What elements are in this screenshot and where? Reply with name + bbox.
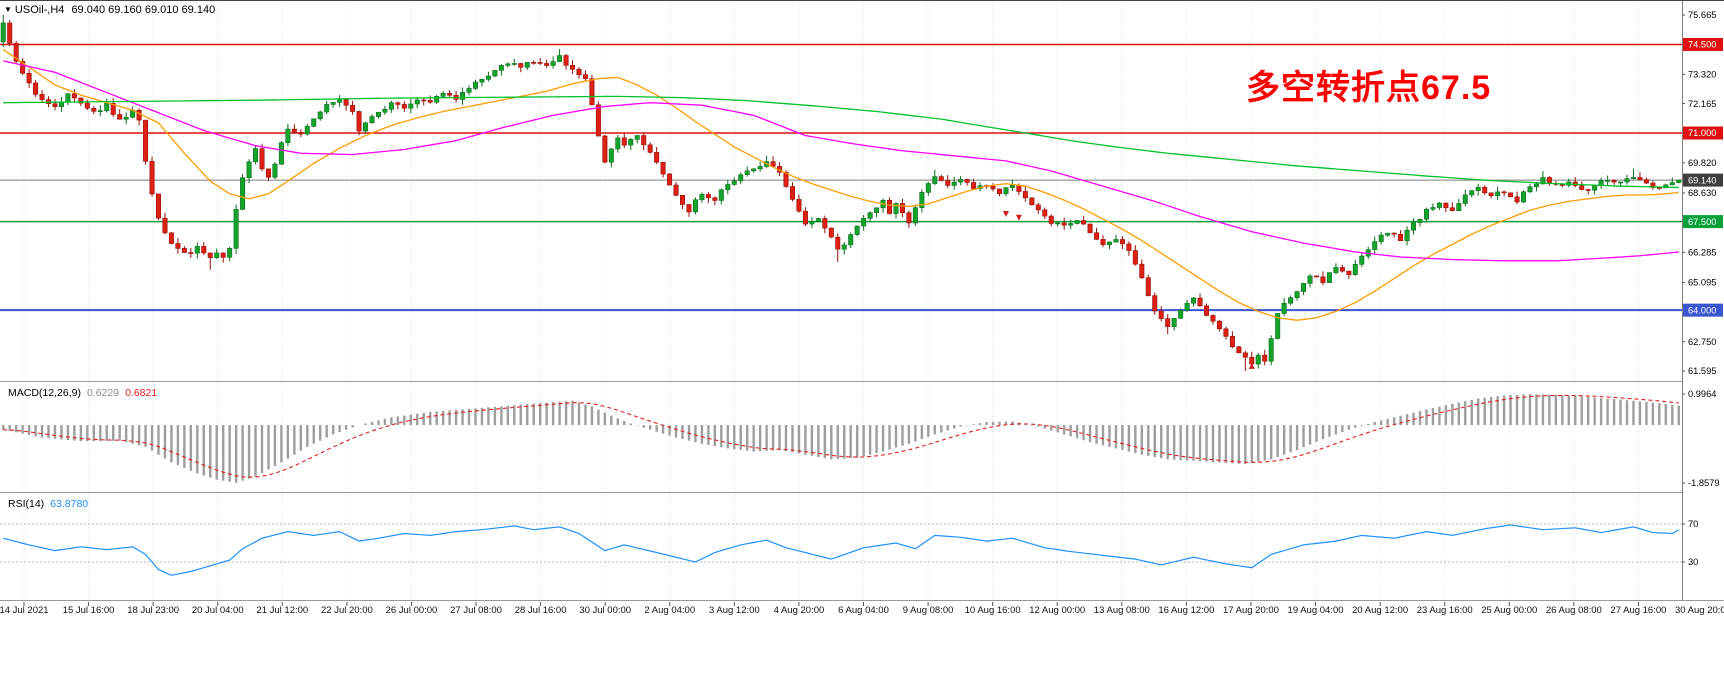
time-axis-label: 16 Aug 12:00 (1158, 605, 1214, 616)
time-axis-label: 20 Jul 04:00 (192, 605, 244, 616)
macd-indicator-label: MACD(12,26,9) 0.6229 0.6821 (8, 387, 157, 399)
rsi-value: 63.8780 (50, 498, 89, 510)
time-axis-label: 10 Aug 16:00 (965, 605, 1021, 616)
rsi-panel (0, 523, 1682, 576)
time-axis-label: 27 Aug 16:00 (1610, 605, 1666, 616)
grid-lines (23, 2, 1639, 600)
time-axis-label: 23 Aug 16:00 (1417, 605, 1473, 616)
price-axis: 75.665 73.320 72.165 69.820 68.630 66.285 65.0… (1682, 1, 1724, 600)
time-axis-label: 22 Jul 20:00 (321, 605, 373, 616)
price-line-badge-label: 69.140 (1688, 175, 1716, 185)
price-line-badge (1683, 126, 1723, 140)
price-tick-label: 75.665 (1688, 10, 1716, 20)
time-axis-label: 25 Aug 00:00 (1481, 605, 1537, 616)
annotation-text: 多空转折点67.5 (1246, 69, 1492, 107)
macd-value-main: 0.6229 (86, 387, 120, 399)
price-tick-label: 61.595 (1688, 366, 1716, 376)
time-axis-label: 26 Aug 08:00 (1546, 605, 1602, 616)
macd-scale-min: -1.8579 (1688, 478, 1720, 488)
time-axis-label: 27 Jul 08:00 (450, 605, 502, 616)
symbol-name: USOil-,H4 (14, 4, 65, 16)
time-axis: 14 Jul 2021 15 Jul 16:00 18 Jul 23:00 20 Ju… (0, 602, 1724, 616)
price-tick-label: 72.165 (1688, 99, 1716, 109)
trade-markers (1002, 211, 1255, 369)
price-line-badge (1683, 37, 1723, 51)
time-axis-label: 18 Jul 23:00 (127, 605, 179, 616)
symbol-ohlc-values: 69.040 69.160 69.010 69.140 (71, 4, 216, 16)
horizontal-price-lines (0, 43, 1682, 312)
ma-fast-orange (2, 49, 1679, 321)
time-axis-label: 17 Aug 20:00 (1223, 605, 1279, 616)
price-tick-label: 73.320 (1688, 70, 1716, 80)
collapse-triangle-icon[interactable]: ▼ (4, 5, 12, 14)
time-axis-label: 28 Jul 16:00 (515, 605, 567, 616)
ma-slow-green (3, 95, 1679, 189)
rsi-scale-label: 30 (1688, 557, 1698, 567)
rsi-indicator-label: RSI(14) 63.8780 (8, 498, 88, 510)
time-axis-label: 19 Aug 04:00 (1288, 605, 1344, 616)
time-axis-label: 20 Aug 12:00 (1352, 605, 1408, 616)
price-tick-label: 68.630 (1688, 188, 1716, 198)
macd-scale-max: 0.9964 (1688, 389, 1716, 399)
macd-signal-line (3, 394, 1679, 478)
time-axis-label: 26 Jul 00:00 (386, 605, 438, 616)
candlestick-series (0, 15, 1682, 371)
macd-name: MACD(12,26,9) (8, 387, 81, 399)
time-axis-label: 30 Jul 00:00 (579, 605, 631, 616)
time-axis-label: 2 Aug 04:00 (644, 605, 695, 616)
price-tick-label: 69.820 (1688, 158, 1716, 168)
price-line-badge-label: 64.000 (1688, 305, 1716, 315)
time-axis-label: 13 Aug 08:00 (1094, 605, 1150, 616)
price-line-badge (1683, 173, 1723, 187)
time-axis-label: 4 Aug 20:00 (774, 605, 825, 616)
time-axis-label: 12 Aug 00:00 (1029, 605, 1085, 616)
time-axis-label: 9 Aug 08:00 (903, 605, 954, 616)
macd-value-signal: 0.6821 (125, 387, 158, 399)
rsi-scale-label: 70 (1688, 519, 1698, 529)
moving-average-lines (2, 49, 1679, 321)
price-tick-label: 66.285 (1688, 248, 1716, 258)
ma-mid-magenta (3, 60, 1679, 262)
macd-panel (2, 394, 1680, 483)
panel-separators (0, 381, 1724, 602)
trade-arrow-up (1248, 362, 1255, 369)
rsi-name: RSI(14) (8, 498, 45, 510)
time-axis-label: 6 Aug 04:00 (838, 605, 889, 616)
trade-arrow-down (1015, 214, 1022, 221)
price-line-badge-label: 71.000 (1688, 128, 1716, 138)
time-axis-label: 14 Jul 2021 (0, 605, 49, 616)
rsi-line (3, 524, 1680, 576)
price-line-badge (1683, 303, 1723, 317)
time-axis-label: 3 Aug 12:00 (709, 605, 760, 616)
price-line-badge-label: 74.500 (1688, 40, 1716, 50)
time-axis-label: 15 Jul 16:00 (63, 605, 115, 616)
symbol-header: ▼ USOil-,H4 69.040 69.160 69.010 69.140 (4, 4, 215, 16)
time-axis-label: 21 Jul 12:00 (256, 605, 308, 616)
price-line-badge (1683, 215, 1723, 229)
trade-arrow-down (1002, 211, 1009, 218)
price-tick-label: 62.750 (1688, 337, 1716, 347)
price-tick-label: 65.095 (1688, 278, 1716, 288)
time-axis-label: 30 Aug 20:00 (1675, 605, 1724, 616)
price-line-badge-label: 67.500 (1688, 217, 1716, 227)
